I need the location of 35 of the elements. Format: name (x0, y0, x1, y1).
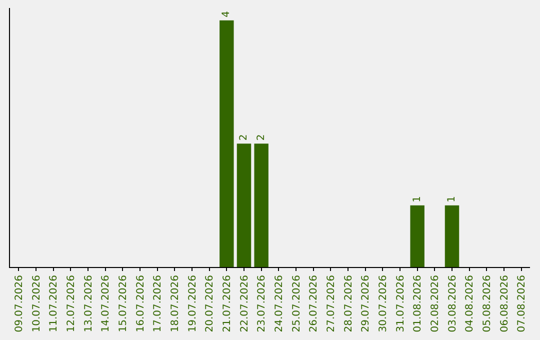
x-tick-label: 15.07.2026 (118, 275, 129, 332)
x-tick-label: 03.08.2026 (447, 275, 458, 332)
x-tick-label: 25.07.2026 (291, 275, 302, 332)
x-tick-label: 02.08.2026 (430, 275, 441, 332)
x-tick-label: 21.07.2026 (222, 275, 233, 332)
data-label: 2 (238, 134, 250, 141)
x-tick-label: 30.07.2026 (378, 275, 389, 332)
x-tick-label: 09.07.2026 (14, 275, 25, 332)
x-tick-label: 20.07.2026 (204, 275, 216, 332)
x-tick-label: 23.07.2026 (256, 275, 268, 332)
x-tick-label: 24.07.2026 (274, 275, 285, 332)
x-tick-label: 06.08.2026 (499, 275, 510, 332)
x-tick-label: 10.07.2026 (31, 275, 42, 332)
x-tick-label: 31.07.2026 (395, 275, 406, 332)
data-label: 4 (221, 10, 232, 18)
x-tick-label: 19.07.2026 (187, 275, 198, 332)
x-tick-label: 28.07.2026 (343, 275, 354, 332)
x-tick-label: 01.08.2026 (412, 275, 424, 332)
x-tick-label: 22.07.2026 (239, 275, 250, 332)
x-tick-label: 05.08.2026 (482, 275, 493, 332)
data-label: 1 (412, 196, 423, 202)
x-tick-label: 16.07.2026 (135, 275, 146, 332)
x-tick-label: 27.07.2026 (326, 275, 337, 332)
data-label: 2 (256, 134, 267, 141)
x-tick-label: 12.07.2026 (66, 275, 77, 332)
x-tick-label: 14.07.2026 (100, 275, 112, 332)
x-tick-label: 17.07.2026 (152, 275, 164, 332)
x-tick-label: 07.08.2026 (516, 275, 528, 332)
x-tick-label: 04.08.2026 (464, 275, 476, 332)
data-label: 1 (446, 196, 458, 202)
x-tick-label: 13.07.2026 (83, 275, 94, 332)
x-tick-label: 18.07.2026 (170, 275, 181, 332)
x-tick-label: 29.07.2026 (360, 275, 372, 332)
x-tick-label: 26.07.2026 (308, 275, 320, 332)
x-tick-label: 11.07.2026 (48, 275, 60, 332)
